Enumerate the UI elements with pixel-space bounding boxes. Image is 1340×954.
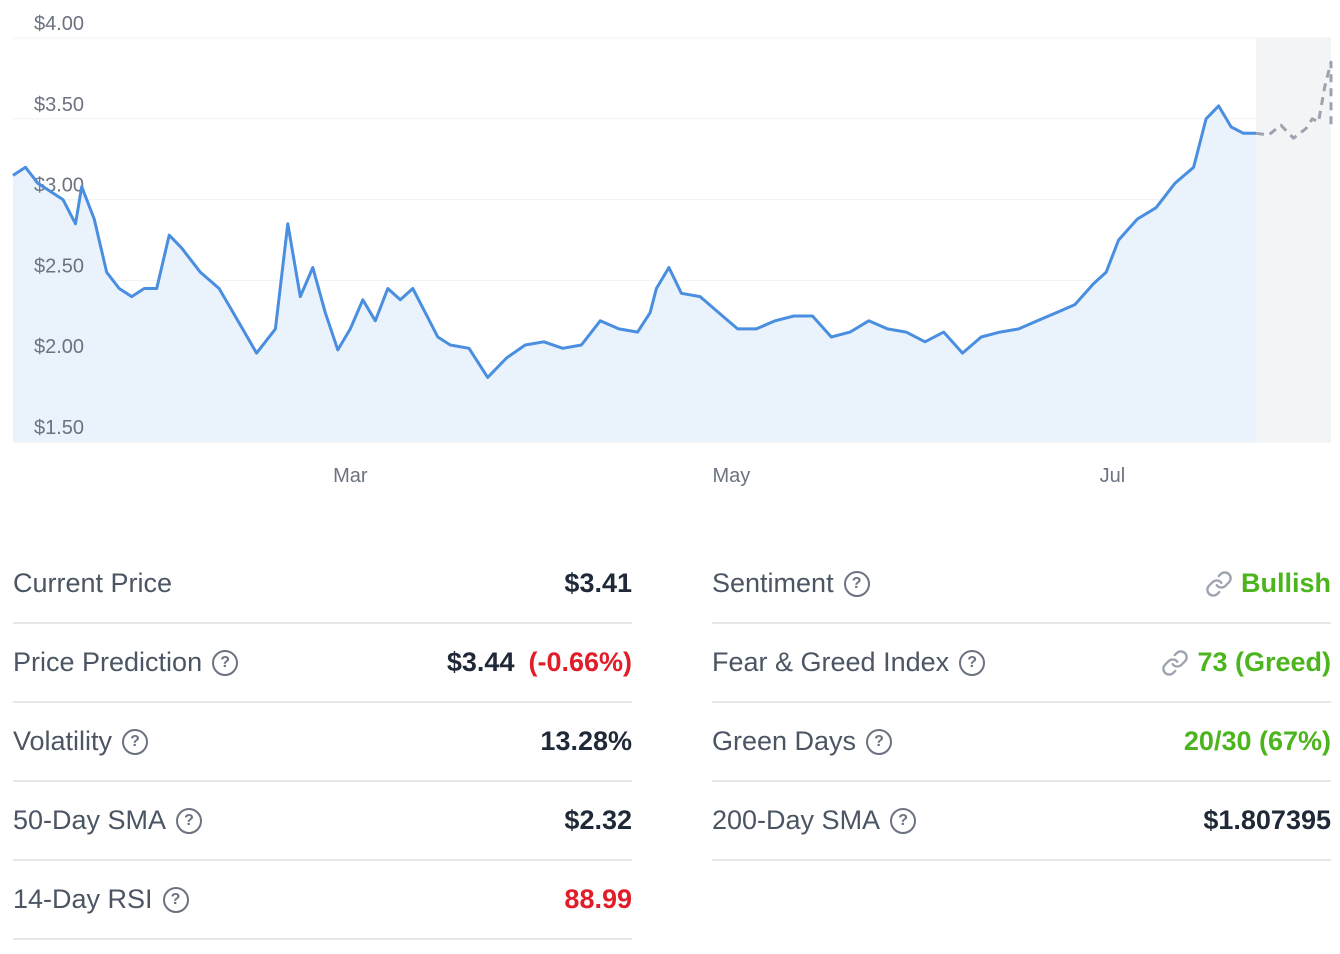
stat-value: Bullish (1240, 568, 1331, 598)
x-tick-label: May (712, 465, 750, 487)
help-icon[interactable]: ? (122, 728, 149, 755)
stat-row-200-day-sma: 200-Day SMA ? $1.807395 (712, 782, 1331, 861)
sentiment-link[interactable]: Bullish (1205, 568, 1331, 599)
stat-label: 14-Day RSI (13, 884, 153, 914)
stat-row-14-day-rsi: 14-Day RSI ? 88.99 (13, 861, 632, 940)
y-tick-label: $2.50 (34, 255, 84, 277)
forecast-region (1256, 38, 1331, 442)
stat-value: 13.28% (540, 726, 632, 756)
stat-row-sentiment: Sentiment ? Bullish (712, 545, 1331, 624)
y-tick-label: $3.00 (34, 175, 84, 197)
price-area (13, 105, 1257, 443)
stat-label: Sentiment (712, 568, 834, 598)
stat-row-price-prediction: Price Prediction ? $3.44 (-0.66%) (13, 624, 632, 703)
stat-value: $3.44 (446, 647, 515, 677)
stats-left-column: Current Price $3.41 Price Prediction ? $… (13, 545, 632, 940)
stat-row-50-day-sma: 50-Day SMA ? $2.32 (13, 782, 632, 861)
stat-label: Price Prediction (13, 647, 203, 677)
y-tick-label: $3.50 (34, 94, 84, 116)
fear-greed-link[interactable]: 73 (Greed) (1161, 647, 1331, 678)
x-tick-label: Jul (1100, 465, 1126, 487)
stat-value: $3.41 (564, 568, 632, 598)
x-tick-label: Mar (333, 465, 368, 487)
stat-row-current-price: Current Price $3.41 (13, 545, 632, 624)
help-icon[interactable]: ? (843, 570, 870, 597)
stats-panel: Current Price $3.41 Price Prediction ? $… (13, 545, 1331, 940)
stat-label: Fear & Greed Index (712, 647, 950, 677)
help-icon[interactable]: ? (212, 649, 239, 676)
help-icon[interactable]: ? (890, 807, 917, 834)
stat-label: Green Days (712, 726, 857, 756)
link-icon (1161, 649, 1189, 677)
y-tick-label: $2.00 (34, 336, 84, 358)
stat-value: 88.99 (564, 884, 632, 914)
stats-right-column: Sentiment ? Bullish Fear & Greed Index ? (712, 545, 1331, 940)
stat-label: 50-Day SMA (13, 805, 167, 835)
y-tick-label: $4.00 (34, 13, 84, 35)
prediction-change: (-0.66%) (528, 647, 632, 677)
help-icon[interactable]: ? (866, 728, 893, 755)
stat-row-volatility: Volatility ? 13.28% (13, 703, 632, 782)
link-icon (1205, 570, 1233, 598)
stat-value: 73 (Greed) (1197, 647, 1331, 677)
stat-row-fear-greed: Fear & Greed Index ? 73 (Greed) (712, 624, 1331, 703)
stat-label: Current Price (13, 568, 173, 598)
forecast-line (1255, 60, 1333, 140)
price-chart: $4.00 $3.50 $3.00 $2.50 $2.00 $1.50 Mar May Jul (12, 13, 1333, 487)
price-chart-svg: $4.00 $3.50 $3.00 $2.50 $2.00 $1.50 Mar May Jul (12, 13, 1333, 487)
help-icon[interactable]: ? (176, 807, 203, 834)
stat-row-green-days: Green Days ? 20/30 (67%) (712, 703, 1331, 782)
stat-label: Volatility (13, 726, 113, 756)
stat-value: $1.807395 (1203, 805, 1331, 835)
help-icon[interactable]: ? (959, 649, 986, 676)
stat-label: 200-Day SMA (712, 805, 881, 835)
stat-value: 20/30 (67%) (1183, 726, 1331, 756)
stat-value: $2.32 (564, 805, 632, 835)
y-tick-label: $1.50 (34, 417, 84, 439)
price-line (12, 104, 1256, 379)
help-icon[interactable]: ? (162, 886, 189, 913)
